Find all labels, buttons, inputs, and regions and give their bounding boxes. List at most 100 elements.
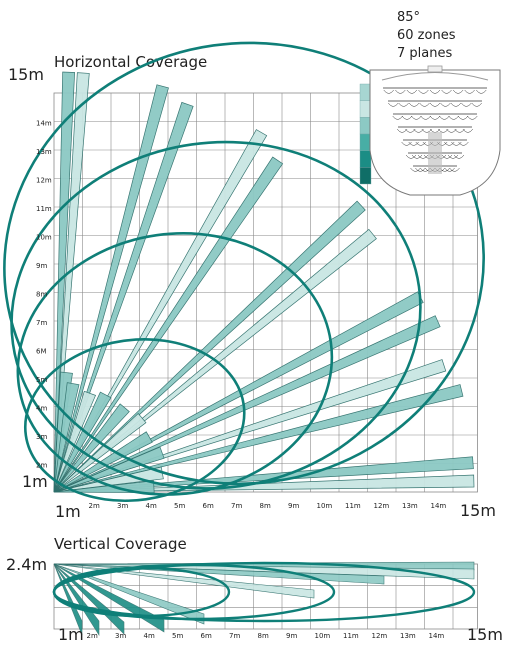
horizontal-coverage-ellipse [10,140,422,490]
sensor-lens-cell [420,115,431,120]
horizontal-beam [53,412,147,493]
sensor-lens-cell [411,154,423,159]
vertical-x-tick-label: 7m [229,632,240,640]
sensor-lens-cell [398,102,409,107]
sensor-lens-cell [444,167,455,172]
horizontal-x-origin-label: 1m [55,502,81,521]
horizontal-x-tick-label: 14m [431,502,447,510]
sensor-lens-cell [401,141,412,146]
sensor-lens-cell [401,115,413,120]
sensor-lens-cell [464,89,475,94]
vertical-beam [53,563,315,599]
horizontal-title: Horizontal Coverage [54,53,207,71]
horizontal-x-tick-label: 4m [146,502,157,510]
sensor-lens-cell [457,115,469,120]
vertical-coverage-ellipse [52,561,476,623]
sensor-lens-cell [410,167,421,172]
horizontal-x-tick-label: 11m [345,502,361,510]
horizontal-origin-label: 1m [22,472,48,491]
sensor-lens-cell [388,102,399,107]
horizontal-x-tick-label: 8m [260,502,271,510]
sensor-lens-cell [405,154,417,159]
vertical-x-tick-label: 5m [172,632,183,640]
horizontal-y-tick-label: 7m [36,319,47,327]
horizontal-y-tick-label: 14m [36,120,52,128]
spec-planes: 7 planes [397,46,452,61]
sensor-lens-cell [450,102,462,107]
sensor-lens-cell [449,167,460,172]
spec-zones: 60 zones [397,28,456,43]
zone-legend-bar [359,83,372,185]
vertical-x-tick-label: 13m [400,632,416,640]
vertical-ellipses [52,561,476,623]
horizontal-beam [53,403,130,493]
sensor-lens-cell [451,141,462,146]
horizontal-x-tick-label: 10m [317,502,333,510]
sensor-lens-cell [408,102,420,107]
horizontal-x-tick-label: 6m [203,502,214,510]
sensor-lens-cell [458,141,469,146]
sensor-lens-cell [406,89,418,94]
sensor-top-view-icon [369,65,501,196]
horizontal-x-tick-label: 9m [288,502,299,510]
vertical-x-tick-label: 2m [87,632,98,640]
legend-swatch [359,117,372,135]
sensor-lens-cell [467,115,478,120]
sensor-lens-cell [383,89,394,94]
sensor-window [428,132,442,174]
vertical-height-label: 2.4m [6,555,47,574]
legend-swatch [359,150,372,168]
vertical-x-tick-label: 4m [144,632,155,640]
spec-angle: 85° [397,10,420,25]
horizontal-x-tick-label: 12m [374,502,390,510]
horizontal-y-tick-label: 3m [36,433,47,441]
horizontal-coverage-ellipse [16,232,334,496]
sensor-lens-cell [448,115,459,120]
vertical-x-tick-label: 6m [201,632,212,640]
horizontal-y-tick-labels: 2m 3m 4m 5m 6M 7m 8m 9m 10m 11m 12m 13m 14m [36,120,52,470]
sensor-lens-cell [462,128,474,133]
sensor-lens-cell [415,167,426,172]
vertical-beams [53,561,475,637]
horizontal-y-tick-label: 9m [36,262,47,270]
vertical-x-tick-label: 11m [343,632,359,640]
horizontal-beam [53,84,169,493]
vertical-x-tick-labels: 2m 3m 4m 5m 6m 7m 8m 9m 10m 11m 12m 13m 14m [87,632,445,640]
sensor-lens-cell [392,115,403,120]
sensor-lens-cell [429,89,441,94]
sensor-lens-cell [419,102,430,107]
sensor-lens-cell [429,102,441,107]
vertical-x-end-label: 15m [467,625,503,644]
vertical-title: Vertical Coverage [54,535,187,553]
horizontal-x-tick-label: 3m [117,502,128,510]
sensor-lens-cell [476,89,487,94]
vertical-x-tick-label: 3m [115,632,126,640]
sensor-lens-cell [415,141,426,146]
horizontal-y-tick-label: 12m [36,177,52,185]
horizontal-x-tick-label: 7m [231,502,242,510]
horizontal-coverage-ellipse [3,41,485,486]
horizontal-y-tick-label: 8m [36,291,47,299]
sensor-lens-cell [411,115,422,120]
sensor-lens-cell [429,115,441,120]
vertical-x-tick-label: 9m [286,632,297,640]
sensor-lens-cell [395,89,406,94]
horizontal-coverage-ellipse [23,338,246,503]
sensor-lens-cell [461,102,472,107]
sensor-clip [427,65,443,73]
vertical-x-tick-label: 10m [315,632,331,640]
horizontal-y-tick-label: 13m [36,148,52,156]
horizontal-y-tick-label: 10m [36,234,52,242]
sensor-top-arc [381,72,489,81]
sensor-lens-cell [444,141,455,146]
horizontal-y-tick-label: 4m [36,405,47,413]
sensor-lens-cell [418,89,429,94]
horizontal-x-tick-label: 13m [402,502,418,510]
legend-swatch [359,83,372,101]
horizontal-beam [53,156,284,493]
horizontal-x-tick-label: 5m [174,502,185,510]
sensor-lens-cell [440,102,451,107]
horizontal-y-tick-label: 2m [36,462,47,470]
vertical-x-tick-label: 14m [429,632,445,640]
